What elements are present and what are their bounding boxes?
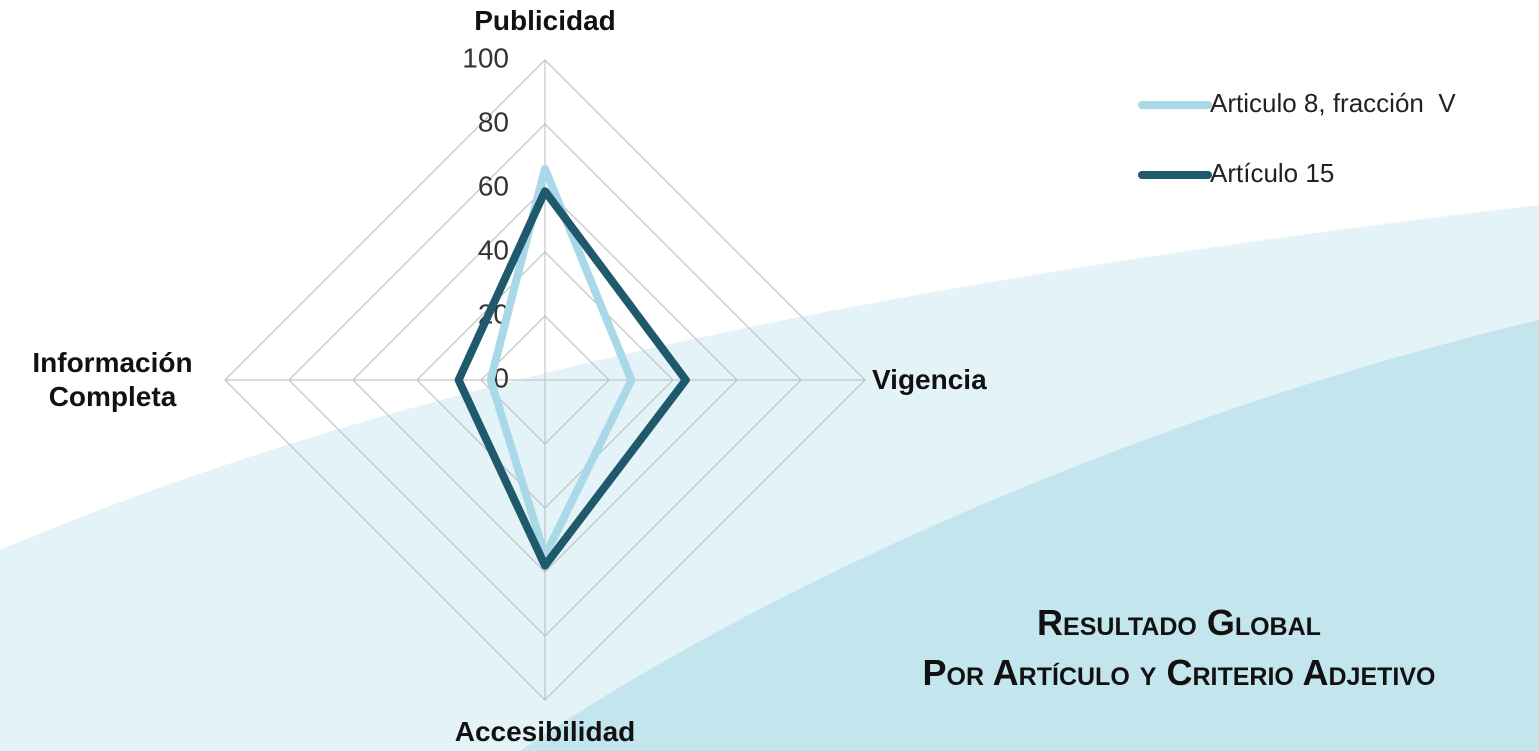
series-line [486,164,636,560]
y-tick-label: 100 [462,42,509,73]
legend-label: Articulo 8, fracción V [1210,88,1456,118]
background-swoosh [520,320,1539,751]
legend-label: Artículo 15 [1210,158,1334,188]
y-tick-label: 60 [478,170,509,201]
y-tick-label: 40 [478,234,509,265]
chart-title: Resultado Global [1037,602,1321,643]
series-line [454,187,690,570]
y-tick-label: 0 [493,362,509,393]
category-label: Vigencia [872,364,987,395]
chart-subtitle: Por Artículo y Criterio Adjetivo [922,652,1436,693]
y-tick-label: 80 [478,106,509,137]
category-label: Accesibilidad [454,716,636,747]
category-label: Publicidad [474,5,616,36]
category-label: Información Completa [32,347,193,412]
